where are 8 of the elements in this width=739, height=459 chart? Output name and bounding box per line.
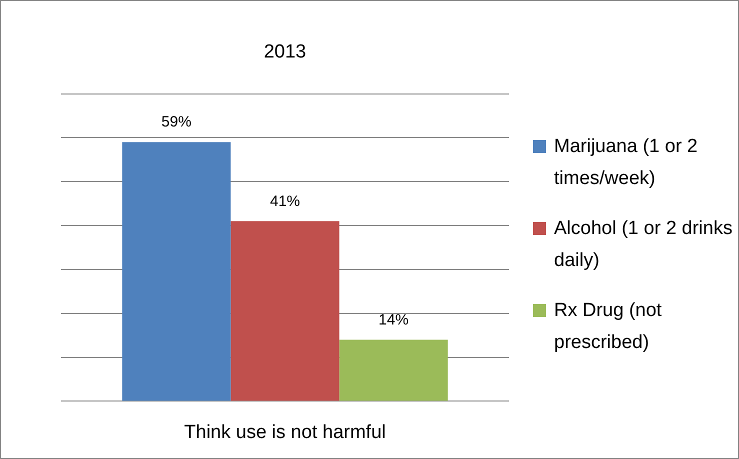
legend-label: Rx Drug (not prescribed) xyxy=(554,299,663,355)
x-axis-title: Think use is not harmful xyxy=(184,422,386,443)
data-label: 41% xyxy=(270,192,300,210)
data-label: 14% xyxy=(378,311,409,328)
data-label: 59% xyxy=(161,114,192,131)
legend-label: Marijuana (1 or 2 times/week) xyxy=(554,135,699,191)
legend-label: Alcohol (1 or 2 drinks daily) xyxy=(554,217,733,273)
chart-title: 2013 xyxy=(264,42,306,63)
